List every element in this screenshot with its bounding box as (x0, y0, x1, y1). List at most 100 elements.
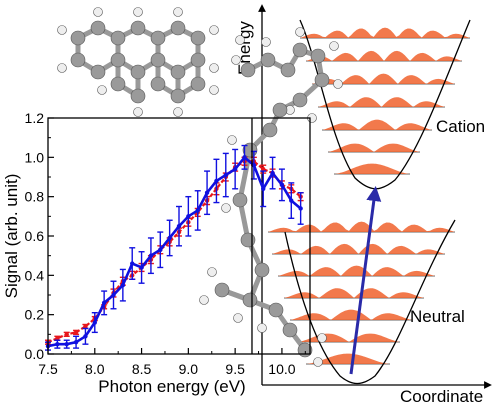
atom (295, 27, 305, 37)
wavefunction (306, 50, 462, 61)
data-point (73, 330, 79, 335)
atom (242, 292, 258, 308)
data-point (158, 247, 163, 252)
x-tick-label: 10.0 (268, 361, 295, 377)
series-layer (45, 144, 304, 351)
data-point (251, 163, 257, 168)
atom (227, 135, 237, 145)
atom (231, 55, 241, 65)
atom (314, 72, 330, 88)
x-tick-label: 8.0 (85, 361, 105, 377)
x-tick-label: 7.5 (38, 361, 58, 377)
data-point (167, 235, 172, 241)
atom (240, 232, 256, 248)
ticks: 7.5 8.0 8.5 9.0 9.5 10.0 0.0 0.2 0.4 0.6 0.8 1.0 1.2 (25, 110, 306, 377)
atom (329, 41, 339, 51)
y-tick-label: 0.0 (25, 346, 45, 362)
data-point (270, 170, 275, 176)
series-line (47, 160, 302, 344)
neutral-potential-curve (284, 219, 456, 385)
excitation-arrow (349, 186, 382, 375)
atom (280, 62, 296, 78)
potential-energy-diagram: Energy Coordinate Cation Neutral (235, 4, 492, 406)
data-point (195, 208, 200, 213)
atom (317, 333, 327, 343)
wavefunction (318, 97, 445, 107)
atom (110, 52, 126, 68)
data-point (139, 265, 144, 270)
atom (150, 30, 166, 46)
wavefunction (312, 73, 455, 84)
atom (57, 63, 67, 73)
y-tick-label: 1.0 (25, 149, 45, 165)
data-point (64, 332, 69, 337)
wavefunction (300, 27, 470, 38)
data-point (83, 334, 88, 339)
data-point (64, 341, 69, 347)
data-point (130, 261, 135, 266)
y-axis-label: Signal (arb. unit) (2, 174, 21, 299)
data-point (148, 253, 154, 258)
data-point (214, 178, 219, 184)
data-point (261, 186, 266, 191)
atom (262, 122, 278, 138)
atom (209, 63, 219, 73)
atom (292, 42, 308, 58)
atom (57, 25, 67, 35)
x-axis-label: Photon energy (eV) (98, 377, 245, 396)
wavefunction (322, 119, 432, 130)
data-point (111, 292, 116, 298)
atom (221, 203, 231, 213)
atom (257, 323, 267, 333)
atom (272, 102, 288, 118)
atom (207, 267, 217, 277)
atom (133, 7, 143, 17)
atom (173, 107, 183, 117)
bond (237, 147, 253, 203)
series-line (47, 155, 302, 348)
atom (130, 64, 146, 80)
polycyclic-molecule-icon (57, 7, 219, 117)
atom (214, 282, 230, 298)
data-point (289, 198, 294, 203)
spectrum-plot: 7.5 8.0 8.5 9.0 9.5 10.0 0.0 0.2 0.4 0.6 0.8 1.0 1.2… (2, 110, 311, 396)
atom (170, 88, 186, 104)
atom (70, 52, 86, 68)
data-point (120, 282, 126, 288)
wavefunction (284, 288, 424, 298)
atom (190, 76, 206, 92)
data-point (261, 166, 266, 172)
atom (130, 20, 146, 36)
coordinate-axis-label: Coordinate (400, 387, 483, 406)
wavefunction (290, 309, 412, 320)
atom (110, 76, 126, 92)
atom (93, 7, 103, 17)
wavefunction (298, 333, 400, 342)
data-point (204, 190, 210, 195)
atom (310, 48, 326, 64)
atom (150, 52, 166, 68)
data-point (55, 341, 60, 347)
atom (261, 37, 271, 47)
neutral-label: Neutral (410, 307, 465, 326)
atom (150, 76, 166, 92)
atom (90, 20, 106, 36)
atom (333, 79, 343, 89)
wavefunction (306, 353, 390, 364)
y-tick-label: 0.8 (25, 189, 45, 205)
data-point (55, 336, 60, 341)
atom (97, 85, 107, 95)
atom (292, 92, 308, 108)
atom (235, 35, 245, 45)
y-tick-label: 0.6 (25, 228, 45, 244)
atom (110, 30, 126, 46)
data-point (242, 155, 247, 160)
y-tick-label: 1.2 (25, 110, 45, 126)
data-point (223, 172, 228, 178)
wavefunction (268, 221, 455, 232)
atom (232, 192, 248, 208)
atom (133, 107, 143, 117)
x-tick-label: 8.5 (132, 361, 152, 377)
atom (233, 313, 243, 323)
x-tick-label: 9.0 (179, 361, 199, 377)
